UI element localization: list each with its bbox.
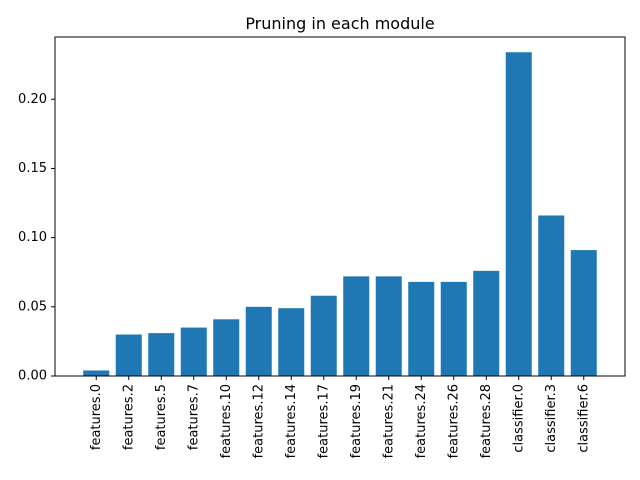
x-tick-label: classifier.6 (576, 384, 591, 453)
x-tick-label: features.7 (186, 384, 201, 450)
y-tick-label: 0.10 (18, 230, 47, 245)
y-tick-label: 0.05 (18, 299, 47, 314)
bar-classifier-6 (570, 250, 597, 376)
bar-features-12 (245, 306, 272, 376)
bar-features-24 (408, 281, 435, 376)
x-tick-label: features.0 (89, 384, 104, 450)
x-tick-label: features.2 (121, 384, 136, 450)
chart-title: Pruning in each module (245, 14, 434, 33)
bar-features-0 (83, 370, 110, 376)
y-tick-label: 0.20 (18, 92, 47, 107)
plot-frame (54, 36, 626, 377)
y-axis: 0.00 0.05 0.10 0.15 0.20 (18, 92, 55, 384)
x-tick-label: features.10 (219, 384, 234, 458)
x-tick-label: features.5 (154, 384, 169, 450)
x-tick-label: features.12 (251, 384, 266, 458)
bar-classifier-0 (505, 52, 532, 376)
x-tick-label: features.17 (316, 384, 331, 458)
x-tick-label: features.14 (284, 384, 299, 458)
bar-features-17 (310, 295, 337, 376)
bar-features-5 (148, 333, 175, 376)
x-axis: features.0 features.2 features.5 features.7… (89, 376, 591, 458)
bar-features-28 (473, 270, 500, 376)
bar-features-10 (213, 319, 240, 376)
x-tick-label: classifier.3 (544, 384, 559, 453)
bar-features-2 (115, 334, 142, 376)
x-tick-label: features.28 (479, 384, 494, 458)
bar-group (83, 52, 597, 376)
bar-features-7 (180, 327, 207, 376)
x-tick-label: features.19 (349, 384, 364, 458)
bar-features-19 (343, 276, 370, 376)
x-tick-label: features.24 (414, 384, 429, 458)
bar-classifier-3 (538, 215, 565, 376)
bar-features-21 (375, 276, 402, 376)
x-tick-label: classifier.0 (511, 384, 526, 453)
x-tick-label: features.26 (446, 384, 461, 458)
y-tick-label: 0.00 (18, 369, 47, 384)
x-tick-label: features.21 (381, 384, 396, 458)
bar-features-14 (278, 308, 305, 376)
y-tick-label: 0.15 (18, 161, 47, 176)
bar-features-26 (440, 281, 467, 376)
